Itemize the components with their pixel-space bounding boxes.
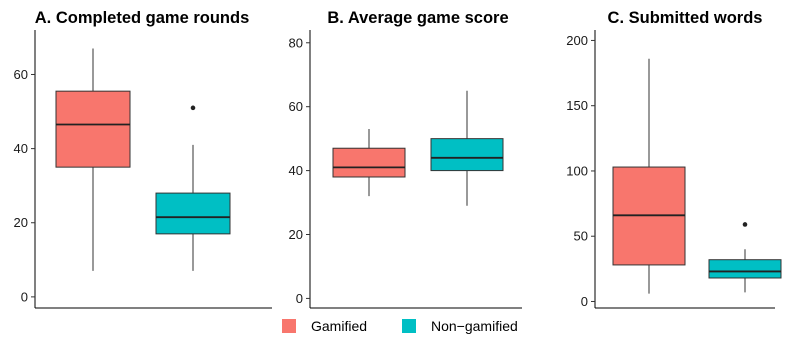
legend: Gamified Non−gamified [282,318,518,334]
box-iqr [430,138,504,172]
legend-swatch-gamified [282,319,296,333]
outlier-point [190,105,196,111]
y-tick-label: 20 [289,227,303,242]
box-non-gamified [708,222,782,293]
legend-label-gamified: Gamified [311,318,367,334]
y-tick-label: 150 [566,98,588,113]
box-non-gamified [155,105,231,271]
legend-swatch-non-gamified [402,319,416,333]
y-tick-label: 0 [296,291,303,306]
y-tick-label: 0 [21,289,28,304]
y-tick-label: 50 [574,229,588,244]
panel-1: A. Completed game rounds 0 20 40 60 [14,9,272,309]
y-tick-label: 60 [289,99,303,114]
box-gamified [612,58,686,294]
panel-2: B. Average game score 0 20 40 60 80 [289,9,522,309]
y-tick-label: 40 [14,141,28,156]
y-tick-label: 60 [14,67,28,82]
panel-title: C. Submitted words [608,9,763,27]
panel-3: C. Submitted words 0 50 100 150 200 [566,9,782,309]
y-tick-label: 40 [289,163,303,178]
box-iqr [708,259,782,279]
y-tick-label: 100 [566,163,588,178]
y-tick-label: 200 [566,33,588,48]
box-iqr [332,147,406,178]
legend-label-non-gamified: Non−gamified [431,318,518,334]
y-tick-label: 80 [289,35,303,50]
panel-title: A. Completed game rounds [35,9,250,27]
y-tick-label: 20 [14,215,28,230]
box-iqr [55,90,131,168]
panel-title: B. Average game score [327,9,508,27]
box-iqr [155,192,231,235]
box-gamified [332,129,406,197]
y-tick-label: 0 [581,294,588,309]
box-gamified [55,48,131,271]
outlier-point [742,222,748,227]
box-non-gamified [430,90,504,206]
